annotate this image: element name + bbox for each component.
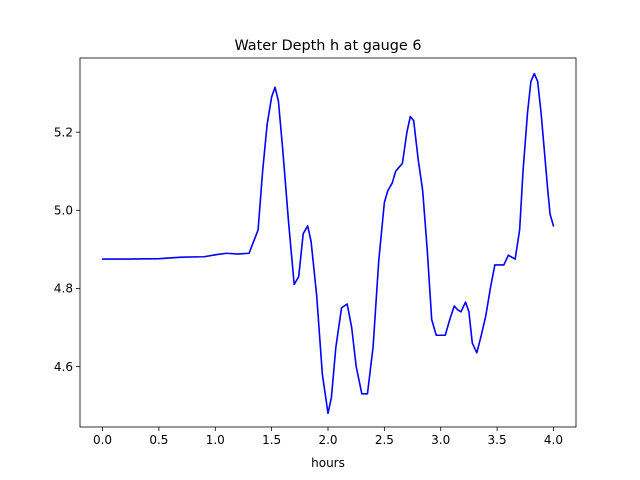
x-tick-label: 0.5 [149, 433, 168, 447]
plot-frame [79, 57, 577, 428]
x-axis-label: hours [311, 456, 345, 470]
x-tick-label: 1.0 [206, 433, 225, 447]
x-tick-label: 3.0 [431, 433, 450, 447]
x-tick-label: 0.0 [93, 433, 112, 447]
x-tick-label: 2.5 [375, 433, 394, 447]
chart-title: Water Depth h at gauge 6 [234, 38, 421, 54]
series-line-0 [101, 72, 555, 415]
y-tick-label: 5.2 [54, 125, 73, 139]
plot-area: 0.0 0.5 1.0 1.5 2.0 2.5 3.0 3.5 4.0 4.6 4.8 5.0 5.2 [54, 57, 577, 447]
x-tick-label: 1.5 [262, 433, 281, 447]
y-tick-label: 4.6 [54, 360, 73, 374]
x-tick-label: 2.0 [318, 433, 337, 447]
y-tick-label: 4.8 [54, 282, 73, 296]
x-tick-label: 4.0 [544, 433, 563, 447]
x-tick-label: 3.5 [488, 433, 507, 447]
y-tick-label: 5.0 [54, 204, 73, 218]
